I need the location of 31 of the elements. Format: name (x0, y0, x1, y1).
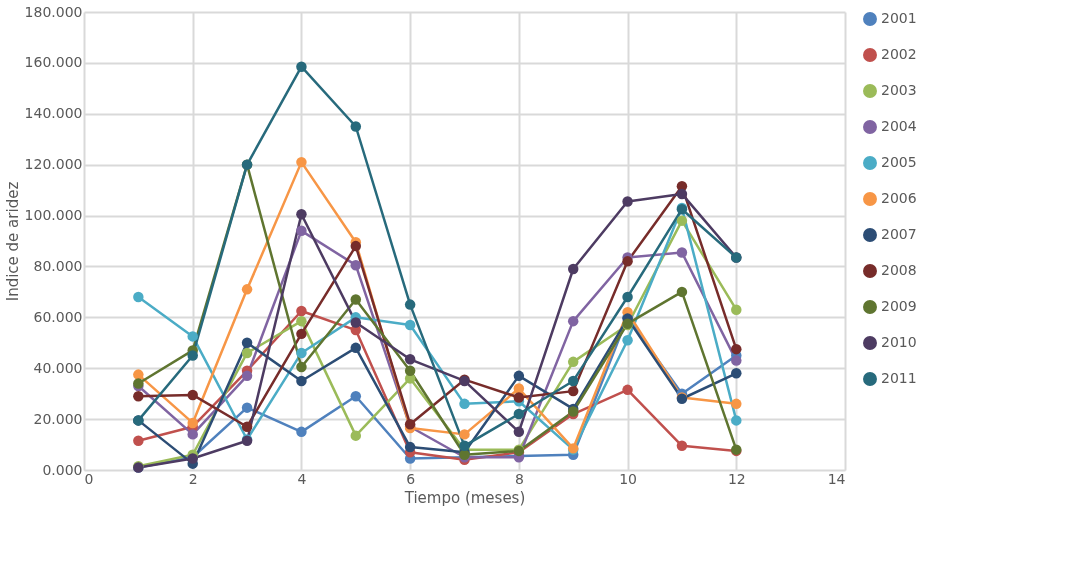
legend-label: 2004 (881, 118, 917, 134)
legend-label: 2008 (881, 262, 917, 278)
legend-label: 2005 (881, 154, 917, 170)
x-tick-label: 2 (188, 470, 198, 487)
y-tick-label: 20.000 (33, 410, 83, 427)
x-tick-label: 4 (297, 470, 307, 487)
legend-label: 2003 (881, 82, 917, 98)
y-tick-label: 80.000 (33, 257, 83, 274)
x-tick-label: 14 (827, 470, 846, 487)
legend-label: 2009 (881, 298, 917, 314)
x-tick-label: 8 (514, 470, 524, 487)
x-tick-label: 10 (619, 470, 637, 487)
y-tick-label: 60.000 (33, 308, 83, 325)
legend-label: 2001 (881, 10, 917, 26)
y-tick-label: 0.000 (42, 461, 83, 478)
x-tick-label: 12 (727, 470, 746, 487)
y-tick-label: 100.000 (24, 207, 83, 224)
legend-label: 2007 (881, 226, 917, 242)
legend-label: 2002 (881, 46, 917, 62)
y-tick-label: 120.000 (24, 156, 83, 173)
y-tick-label: 140.000 (24, 105, 83, 122)
y-tick-label: 160.000 (24, 54, 83, 71)
legend-label: 2011 (881, 370, 917, 386)
x-tick-label: 0 (84, 470, 94, 487)
y-axis-title: Indice de aridez (3, 181, 22, 302)
legend-label: 2006 (881, 190, 917, 206)
legend-label: 2010 (881, 334, 917, 350)
y-tick-label: 40.000 (33, 359, 83, 376)
x-axis-title: Tiempo (meses) (403, 488, 526, 507)
y-tick-label: 180.000 (24, 3, 83, 20)
x-tick-label: 6 (406, 470, 416, 487)
